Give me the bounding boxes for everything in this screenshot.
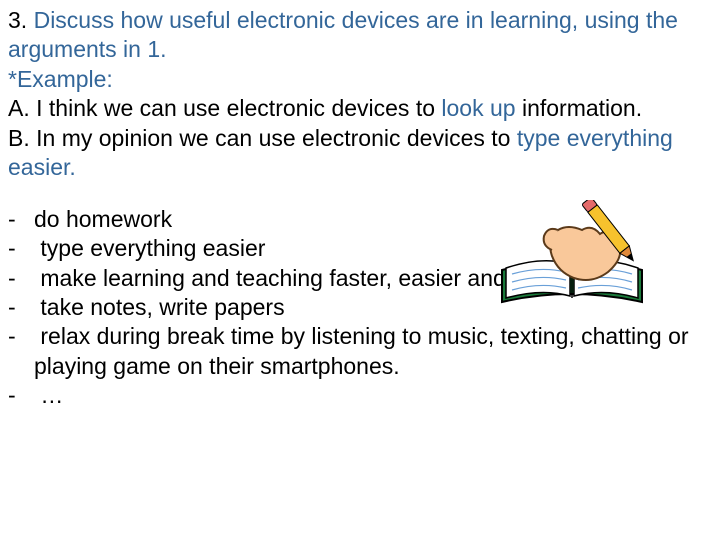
example-a-prefix: A. bbox=[8, 95, 36, 121]
list-item: - … bbox=[8, 381, 712, 410]
list-item: - relax during break time by listening t… bbox=[8, 322, 712, 381]
dash-icon: - bbox=[8, 322, 34, 351]
bullet-text: relax during break time by listening to … bbox=[34, 322, 712, 381]
example-a-plain: I think we can use electronic devices to bbox=[36, 95, 441, 121]
bullet-inner: relax during break time by listening to … bbox=[34, 323, 689, 378]
example-a-accent: look up bbox=[441, 95, 515, 121]
prompt-text: Discuss how useful electronic devices ar… bbox=[8, 7, 678, 62]
example-a-tail: information. bbox=[516, 95, 643, 121]
dash-icon: - bbox=[8, 293, 34, 322]
dash-icon: - bbox=[8, 381, 34, 410]
dash-icon: - bbox=[8, 264, 34, 293]
dash-icon: - bbox=[8, 205, 34, 234]
item-number: 3. bbox=[8, 7, 34, 33]
example-b-prefix: B. bbox=[8, 125, 36, 151]
bullet-inner: … bbox=[40, 382, 63, 408]
writing-clipart-icon bbox=[492, 200, 652, 310]
example-b-plain: In my opinion we can use electronic devi… bbox=[36, 125, 517, 151]
example-label: *Example: bbox=[8, 66, 113, 92]
bullet-inner: type everything easier bbox=[40, 235, 265, 261]
bullet-text: … bbox=[34, 381, 712, 410]
dash-icon: - bbox=[8, 234, 34, 263]
bullet-inner: take notes, write papers bbox=[40, 294, 284, 320]
intro-paragraph: 3. Discuss how useful electronic devices… bbox=[8, 6, 712, 183]
